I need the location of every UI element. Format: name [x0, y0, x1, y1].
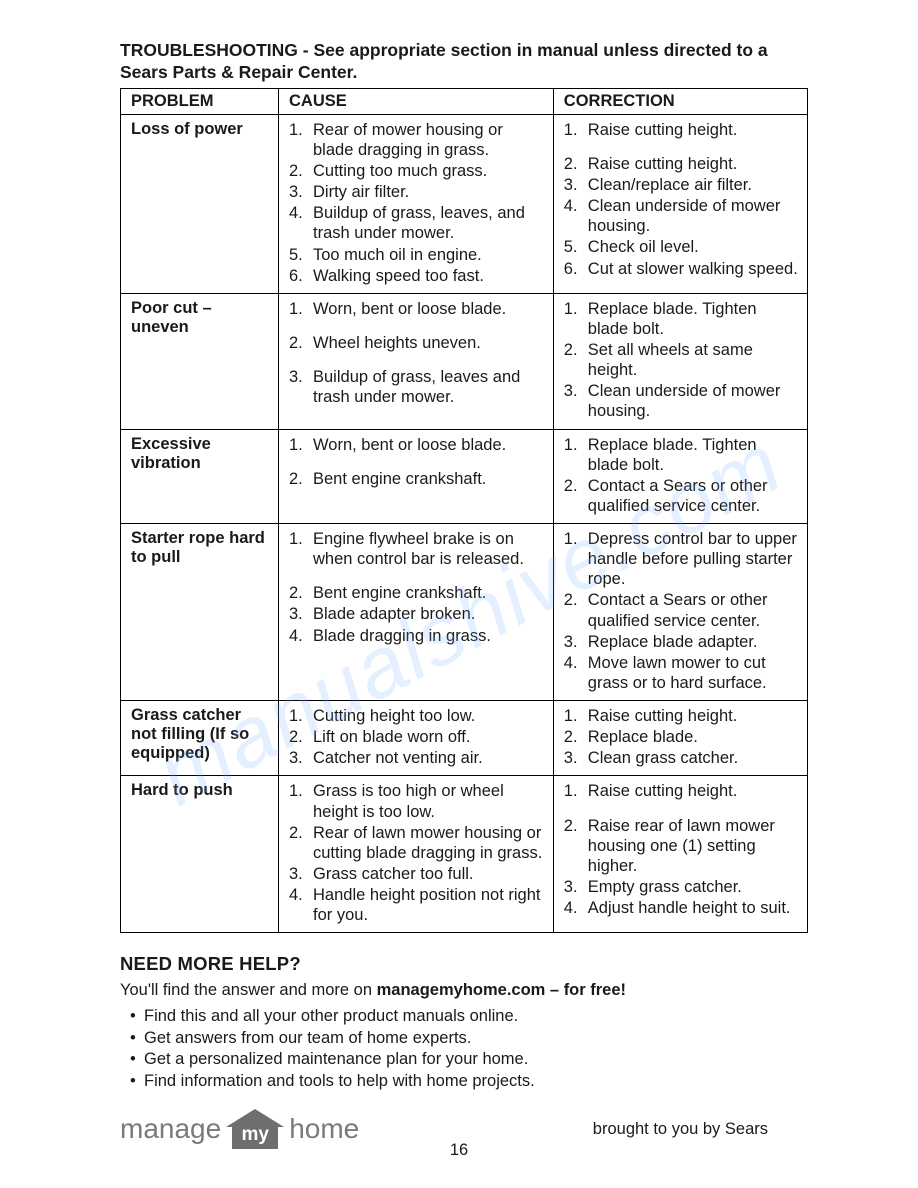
list-item: 4.Move lawn mower to cut grass or to har…	[564, 653, 799, 693]
list-item: 3.Dirty air filter.	[289, 182, 545, 202]
brought-by-sears: brought to you by Sears	[593, 1120, 808, 1139]
list-item: 2.Bent engine crankshaft.	[289, 469, 545, 489]
list-item: 5.Too much oil in engine.	[289, 245, 545, 265]
list-item: 3.Clean underside of mower housing.	[564, 381, 799, 421]
list-item: 3.Empty grass catcher.	[564, 877, 799, 897]
list-item: 4.Clean underside of mower housing.	[564, 196, 799, 236]
help-bullet: Find information and tools to help with …	[130, 1071, 808, 1092]
table-row: Hard to push1.Grass is too high or wheel…	[121, 776, 808, 933]
list-item: 6.Walking speed too fast.	[289, 266, 545, 286]
list-item: 1.Rear of mower housing or blade draggin…	[289, 120, 545, 160]
help-intro: You'll find the answer and more on manag…	[120, 981, 808, 1000]
header-problem: PROBLEM	[121, 88, 279, 114]
list-item: 2.Wheel heights uneven.	[289, 333, 545, 353]
page-number: 16	[0, 1141, 918, 1160]
help-bullet: Get a personalized maintenance plan for …	[130, 1049, 808, 1070]
help-bullet: Get answers from our team of home expert…	[130, 1028, 808, 1049]
list-item: 3.Clean grass catcher.	[564, 748, 799, 768]
list-item: 6.Cut at slower walking speed.	[564, 259, 799, 279]
list-item: 1.Replace blade. Tighten blade bolt.	[564, 299, 799, 339]
list-item: 1.Worn, bent or loose blade.	[289, 435, 545, 455]
list-item: 2.Replace blade.	[564, 727, 799, 747]
correction-cell: 1.Replace blade. Tighten blade bolt.2.Se…	[553, 293, 807, 429]
correction-cell: 1.Raise cutting height.2.Replace blade.3…	[553, 701, 807, 776]
list-item: 2.Rear of lawn mower housing or cutting …	[289, 823, 545, 863]
list-item: 3.Grass catcher too full.	[289, 864, 545, 884]
list-item: 3.Buildup of grass, leaves and trash und…	[289, 367, 545, 407]
table-header-row: PROBLEM CAUSE CORRECTION	[121, 88, 808, 114]
list-item: 2.Set all wheels at same height.	[564, 340, 799, 380]
help-bullets: Find this and all your other product man…	[120, 1006, 808, 1092]
troubleshooting-table: PROBLEM CAUSE CORRECTION Loss of power1.…	[120, 88, 808, 934]
table-row: Excessive vibration1.Worn, bent or loose…	[121, 429, 808, 524]
problem-cell: Hard to push	[121, 776, 279, 933]
list-item: 1.Worn, bent or loose blade.	[289, 299, 545, 319]
help-bullet: Find this and all your other product man…	[130, 1006, 808, 1027]
list-item: 2.Contact a Sears or other qualified ser…	[564, 590, 799, 630]
list-item: 2.Contact a Sears or other qualified ser…	[564, 476, 799, 516]
list-item: 1.Raise cutting height.	[564, 120, 799, 140]
cause-cell: 1.Rear of mower housing or blade draggin…	[279, 114, 554, 293]
cause-cell: 1.Engine flywheel brake is on when contr…	[279, 524, 554, 701]
list-item: 2.Raise cutting height.	[564, 154, 799, 174]
list-item: 1.Grass is too high or wheel height is t…	[289, 781, 545, 821]
problem-cell: Excessive vibration	[121, 429, 279, 524]
problem-cell: Poor cut – uneven	[121, 293, 279, 429]
cause-cell: 1.Grass is too high or wheel height is t…	[279, 776, 554, 933]
problem-cell: Starter rope hard to pull	[121, 524, 279, 701]
list-item: 1.Depress control bar to upper handle be…	[564, 529, 799, 589]
cause-cell: 1.Worn, bent or loose blade. 2.Bent engin…	[279, 429, 554, 524]
list-item: 3.Replace blade adapter.	[564, 632, 799, 652]
list-item: 3.Clean/replace air filter.	[564, 175, 799, 195]
list-item: 3.Catcher not venting air.	[289, 748, 545, 768]
problem-cell: Loss of power	[121, 114, 279, 293]
list-item: 1.Cutting height too low.	[289, 706, 545, 726]
list-item: 2.Cutting too much grass.	[289, 161, 545, 181]
list-item: 1.Engine flywheel brake is on when contr…	[289, 529, 545, 569]
cause-cell: 1.Worn, bent or loose blade. 2.Wheel heig…	[279, 293, 554, 429]
list-item: 4.Handle height position not right for y…	[289, 885, 545, 925]
table-row: Starter rope hard to pull1.Engine flywhe…	[121, 524, 808, 701]
list-item: 2.Lift on blade worn off.	[289, 727, 545, 747]
list-item: 4.Buildup of grass, leaves, and trash un…	[289, 203, 545, 243]
problem-cell: Grass catcher not filling (If so equippe…	[121, 701, 279, 776]
table-row: Grass catcher not filling (If so equippe…	[121, 701, 808, 776]
help-heading: NEED MORE HELP?	[120, 953, 808, 975]
list-item: 2.Raise rear of lawn mower housing one (…	[564, 816, 799, 876]
list-item: 5.Check oil level.	[564, 237, 799, 257]
list-item: 4.Adjust handle height to suit.	[564, 898, 799, 918]
help-intro-bold: managemyhome.com – for free!	[377, 981, 626, 999]
list-item: 3.Blade adapter broken.	[289, 604, 545, 624]
correction-cell: 1.Raise cutting height. 2.Raise cutting h…	[553, 114, 807, 293]
cause-cell: 1.Cutting height too low.2.Lift on blade…	[279, 701, 554, 776]
header-correction: CORRECTION	[553, 88, 807, 114]
list-item: 4.Blade dragging in grass.	[289, 626, 545, 646]
correction-cell: 1.Raise cutting height. 2.Raise rear of l…	[553, 776, 807, 933]
correction-cell: 1.Depress control bar to upper handle be…	[553, 524, 807, 701]
list-item: 1.Raise cutting height.	[564, 781, 799, 801]
help-intro-prefix: You'll find the answer and more on	[120, 981, 377, 999]
table-row: Loss of power1.Rear of mower housing or …	[121, 114, 808, 293]
page-heading: TROUBLESHOOTING - See appropriate sectio…	[120, 40, 808, 84]
correction-cell: 1.Replace blade. Tighten blade bolt.2.Co…	[553, 429, 807, 524]
list-item: 2.Bent engine crankshaft.	[289, 583, 545, 603]
table-row: Poor cut – uneven1.Worn, bent or loose b…	[121, 293, 808, 429]
list-item: 1.Replace blade. Tighten blade bolt.	[564, 435, 799, 475]
list-item: 1.Raise cutting height.	[564, 706, 799, 726]
header-cause: CAUSE	[279, 88, 554, 114]
